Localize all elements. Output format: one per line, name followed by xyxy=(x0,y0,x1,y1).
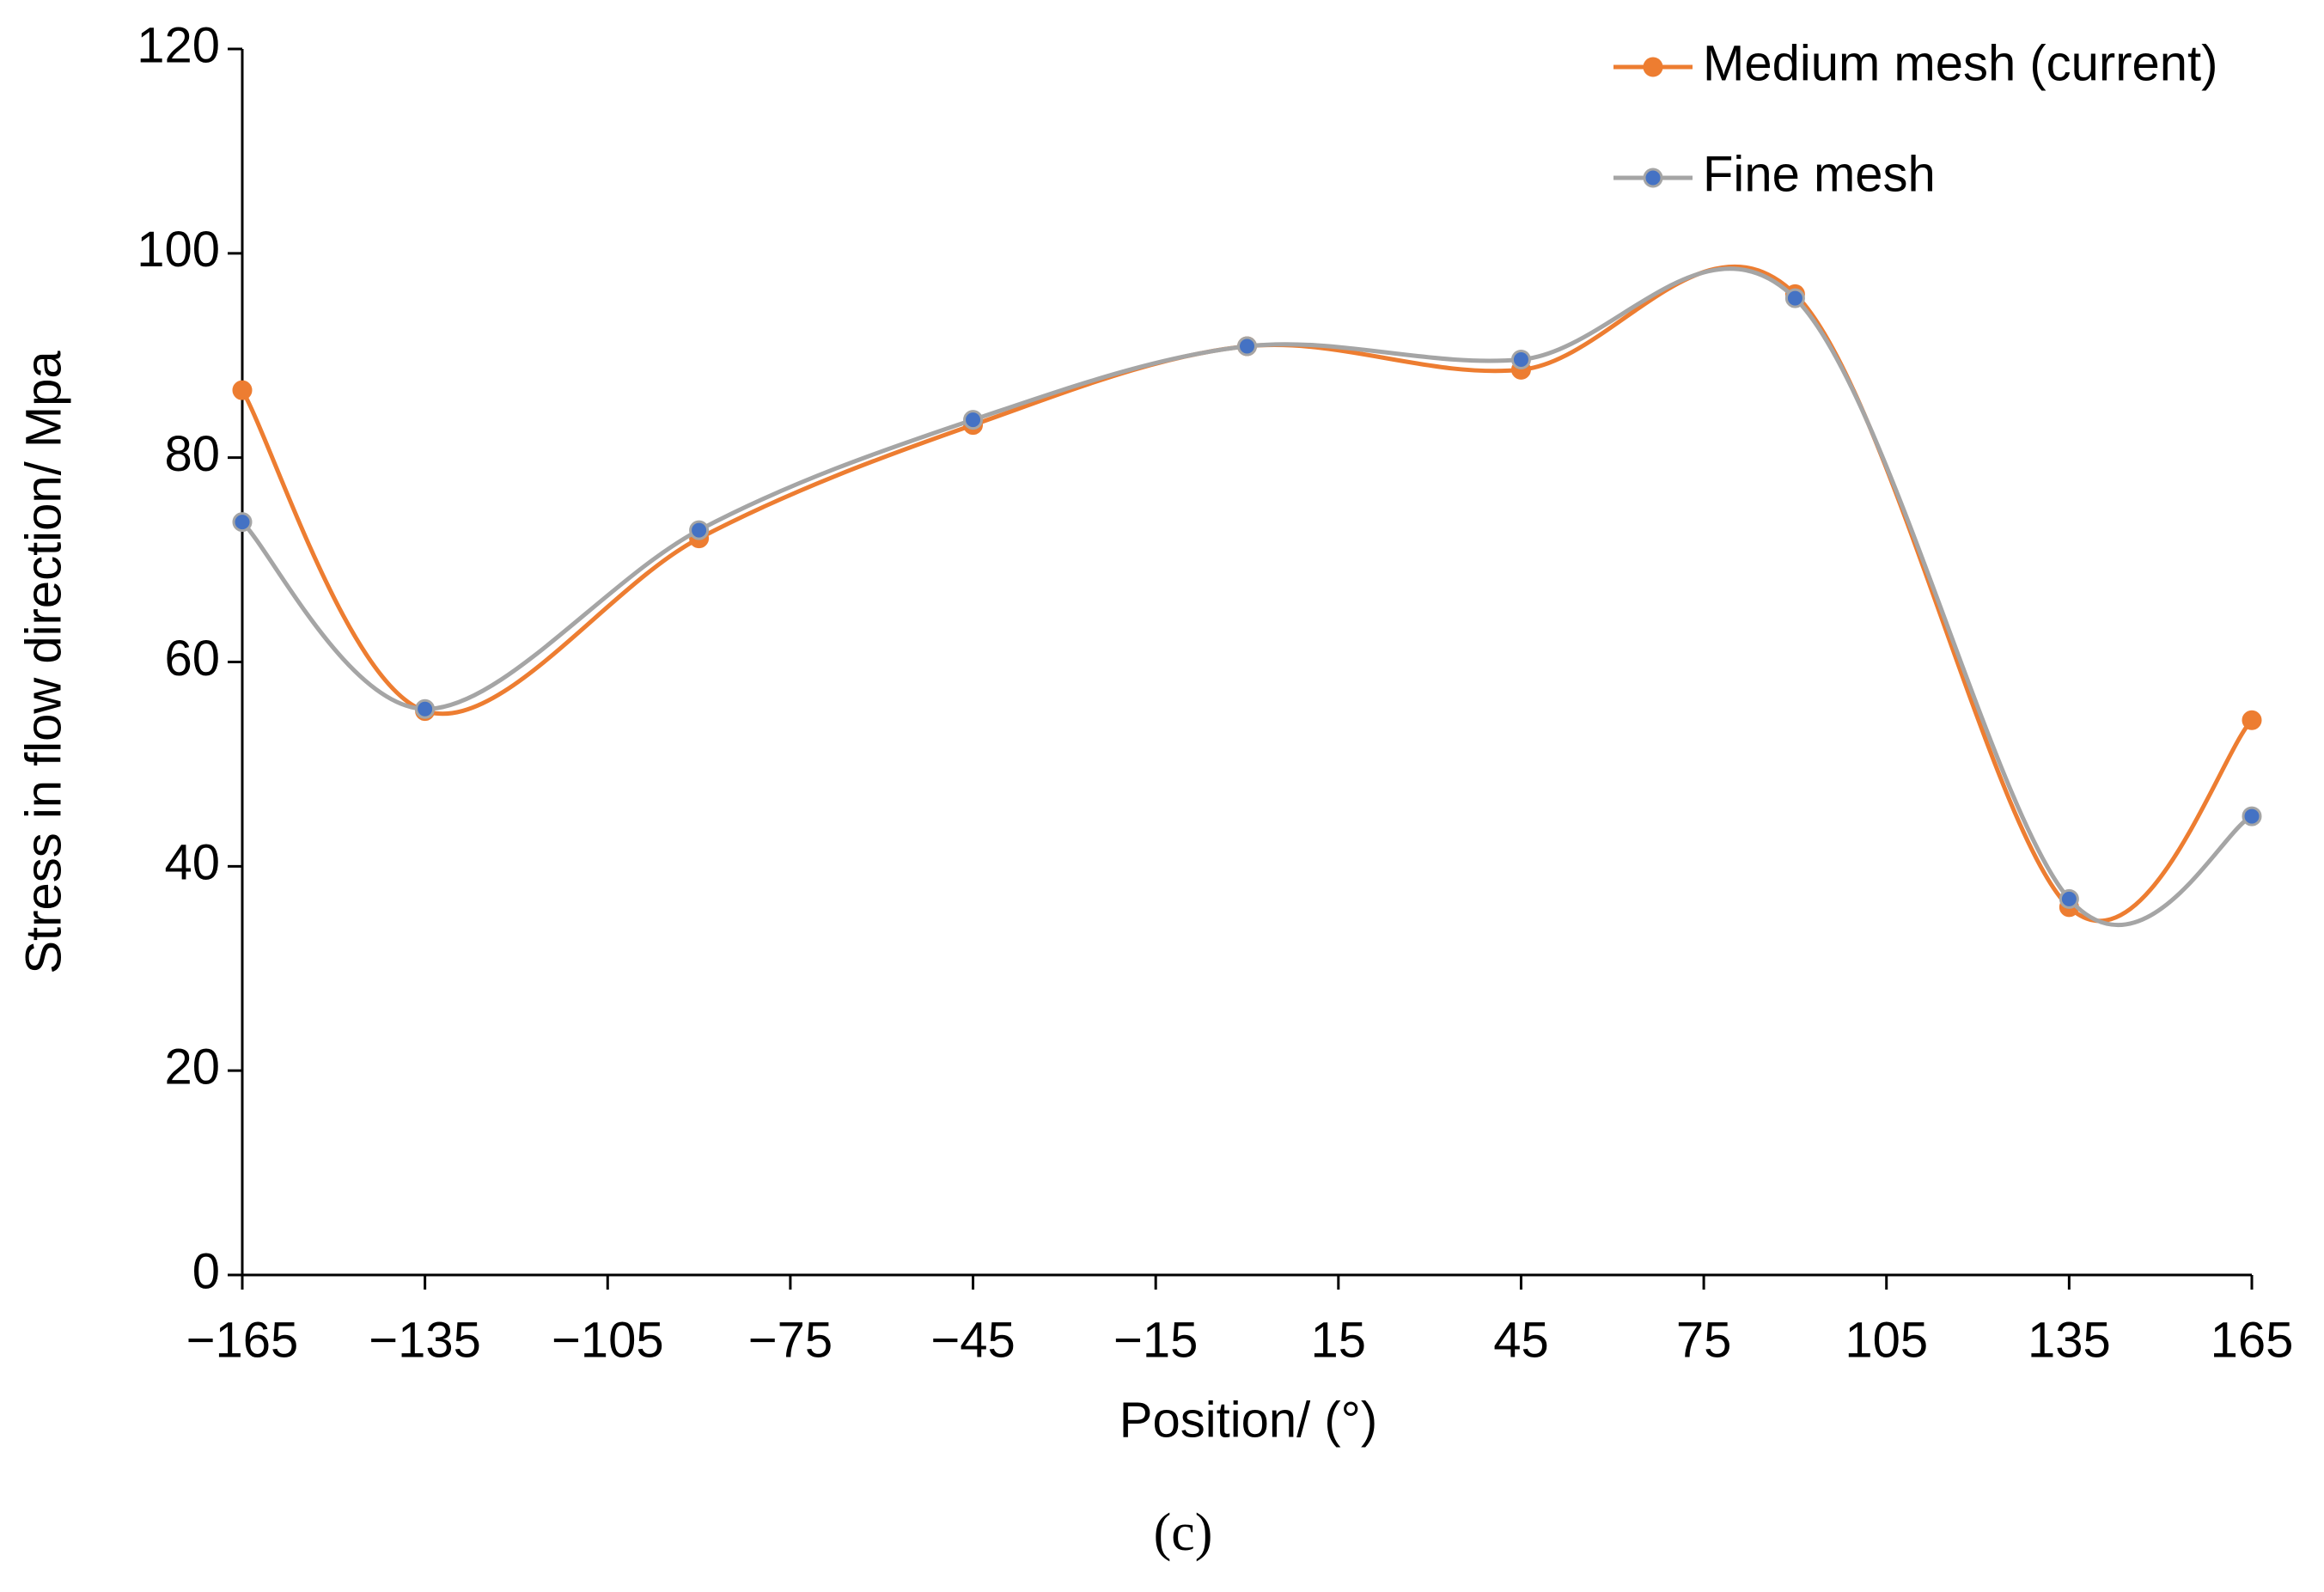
y-tick-label: 120 xyxy=(137,17,220,73)
data-point xyxy=(2242,806,2262,826)
x-tick-label: −165 xyxy=(186,1312,299,1368)
data-point xyxy=(232,380,253,400)
data-point xyxy=(689,520,710,540)
x-tick-label: −45 xyxy=(930,1312,1015,1368)
series-line xyxy=(240,264,2254,924)
y-tick-label: 60 xyxy=(164,631,220,686)
series-line xyxy=(241,266,2254,927)
x-tick-label: 15 xyxy=(1311,1312,1367,1368)
x-tick-label: −135 xyxy=(369,1312,481,1368)
data-point xyxy=(2059,888,2079,909)
y-tick-label: 80 xyxy=(164,426,220,482)
data-point xyxy=(1237,336,1257,357)
x-tick-label: 105 xyxy=(1845,1312,1928,1368)
y-tick-label: 100 xyxy=(137,222,220,278)
data-point xyxy=(2242,710,2262,730)
x-tick-label: 75 xyxy=(1676,1312,1732,1368)
x-tick-label: 165 xyxy=(2211,1312,2294,1368)
data-point xyxy=(1784,288,1805,308)
caption: (c) xyxy=(1154,1504,1213,1562)
x-axis-title: Position/ (°) xyxy=(1119,1392,1377,1448)
x-tick-label: 135 xyxy=(2028,1312,2111,1368)
data-point xyxy=(963,410,984,430)
legend-marker xyxy=(1643,57,1663,77)
x-tick-label: −75 xyxy=(748,1312,833,1368)
legend-label: Fine mesh xyxy=(1703,146,1936,202)
legend-marker xyxy=(1643,168,1663,188)
x-tick-label: −15 xyxy=(1113,1312,1198,1368)
y-axis-title: Stress in flow direction/ Mpa xyxy=(15,351,71,974)
data-point xyxy=(1510,350,1531,370)
data-point xyxy=(232,512,253,533)
y-tick-label: 20 xyxy=(164,1039,220,1095)
data-point xyxy=(415,698,436,719)
x-tick-label: −105 xyxy=(552,1312,664,1368)
y-tick-label: 40 xyxy=(164,835,220,891)
legend-label: Medium mesh (current) xyxy=(1703,35,2217,91)
y-tick-label: 0 xyxy=(192,1243,220,1299)
x-tick-label: 45 xyxy=(1493,1312,1549,1368)
